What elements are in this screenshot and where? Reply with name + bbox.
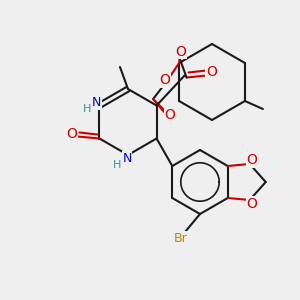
Text: O: O — [175, 44, 186, 58]
Text: Br: Br — [174, 232, 188, 244]
Text: O: O — [246, 197, 257, 211]
Text: N: N — [122, 152, 132, 164]
Text: O: O — [165, 108, 176, 122]
Text: H: H — [83, 103, 92, 113]
Text: O: O — [160, 73, 170, 87]
Text: O: O — [66, 128, 77, 142]
Text: O: O — [206, 65, 217, 80]
Text: O: O — [246, 153, 257, 167]
Text: H: H — [113, 160, 121, 170]
Text: N: N — [92, 96, 101, 109]
